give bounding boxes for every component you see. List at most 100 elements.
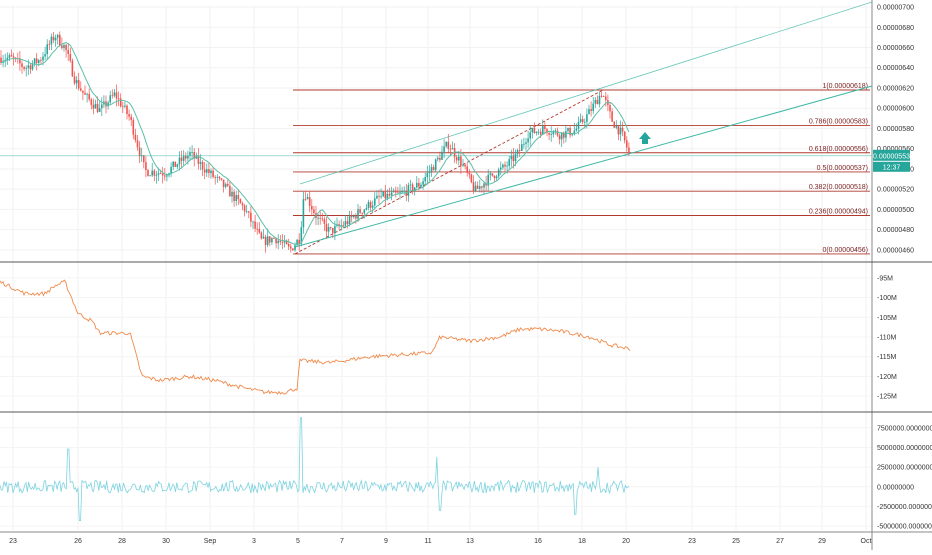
candle-body: [138, 147, 141, 157]
candle-body: [212, 170, 214, 177]
candle-body: [113, 92, 116, 96]
candle-body: [455, 157, 458, 161]
candle-body: [239, 199, 242, 204]
fib-level-label: 0.382(0.00000518): [809, 184, 868, 191]
candle-body: [390, 192, 393, 196]
candle-body: [98, 108, 101, 112]
candle-body: [533, 128, 536, 134]
candle-body: [504, 164, 506, 167]
candle-body: [384, 191, 387, 199]
candle-body: [380, 196, 382, 198]
candle-body: [516, 150, 519, 155]
candle-body: [191, 151, 193, 153]
candle-body: [571, 134, 573, 136]
candle-body: [237, 195, 240, 200]
candle-body: [432, 167, 435, 171]
candle-body: [161, 173, 164, 176]
candle-body: [71, 60, 74, 77]
candle-body: [119, 98, 122, 107]
candle-body: [275, 238, 277, 244]
candle-body: [548, 132, 550, 135]
candle-body: [560, 132, 563, 140]
candle-body: [334, 225, 336, 234]
candle-body: [462, 164, 464, 166]
candle-body: [227, 183, 229, 186]
candle-body: [537, 131, 540, 133]
candle-body: [298, 239, 300, 244]
candle-body: [210, 170, 212, 174]
candle-body: [80, 88, 82, 91]
x-tick-label: 16: [534, 538, 542, 545]
candle-body: [172, 161, 174, 167]
candle-body: [42, 56, 44, 61]
candle-body: [506, 165, 508, 167]
candle-body: [134, 134, 137, 141]
candle-body: [65, 44, 67, 51]
candle-body: [323, 219, 326, 224]
candle-body: [52, 36, 55, 41]
candle-body: [308, 197, 311, 207]
candle-body: [588, 109, 590, 115]
x-tick-label: 7: [340, 538, 344, 545]
candle-body: [623, 131, 626, 141]
candle-body: [313, 209, 315, 214]
candle-body: [109, 95, 111, 103]
candle-body: [166, 175, 168, 177]
candle-body: [292, 248, 294, 251]
candle-body: [586, 114, 588, 122]
candle-body: [512, 155, 515, 162]
y-tick-label: -110M: [877, 335, 896, 342]
candle-body: [269, 236, 271, 243]
candle-body: [159, 173, 162, 174]
candle-body: [409, 184, 412, 186]
candle-body: [388, 193, 391, 196]
candle-body: [600, 95, 603, 97]
candle-body: [544, 126, 546, 130]
candle-body: [527, 138, 529, 143]
y-tick-label: 0.00000700: [877, 5, 914, 12]
candle-body: [485, 183, 487, 186]
candle-body: [344, 221, 347, 226]
candle-body: [107, 102, 109, 107]
x-tick-label: 29: [818, 538, 826, 545]
candle-body: [428, 171, 431, 174]
candle-body: [617, 125, 620, 135]
candle-body: [439, 157, 441, 160]
candle-body: [279, 240, 282, 242]
candle-body: [233, 191, 235, 202]
y-tick-label: 0.00000660: [877, 45, 914, 52]
candle-body: [401, 191, 403, 193]
y-tick-label: 0.00000680: [877, 25, 914, 32]
candle-body: [521, 144, 523, 151]
candle-body: [416, 182, 418, 188]
candle-body: [4, 59, 6, 61]
fib-level-label: 0.5(0.00000537): [817, 165, 868, 172]
candle-body: [56, 34, 59, 38]
candle-body: [145, 162, 147, 171]
candle-body: [222, 179, 225, 187]
candle-body: [19, 58, 21, 64]
candle-body: [302, 199, 305, 228]
candle-body: [189, 152, 191, 156]
candle-body: [155, 174, 158, 176]
y-tick-label: -115M: [877, 354, 896, 361]
candle-body: [101, 104, 103, 109]
candle-body: [577, 121, 580, 129]
candle-body: [82, 90, 84, 93]
candle-body: [569, 127, 571, 136]
y-tick-label: 0.00000600: [877, 106, 914, 113]
candle-body: [558, 135, 561, 140]
candle-body: [613, 121, 615, 128]
trend-channel[interactable]: [294, 1, 873, 248]
y-tick-label: 5000000.00000000: [877, 445, 932, 452]
candle-body: [10, 55, 13, 57]
candle-body: [342, 225, 345, 227]
candle-body: [369, 201, 372, 208]
candle-body: [294, 245, 296, 251]
candle-body: [476, 185, 479, 189]
candle-body: [67, 50, 69, 54]
channel-upper-line: [299, 1, 873, 185]
candle-body: [23, 66, 25, 69]
candle-body: [405, 190, 408, 196]
